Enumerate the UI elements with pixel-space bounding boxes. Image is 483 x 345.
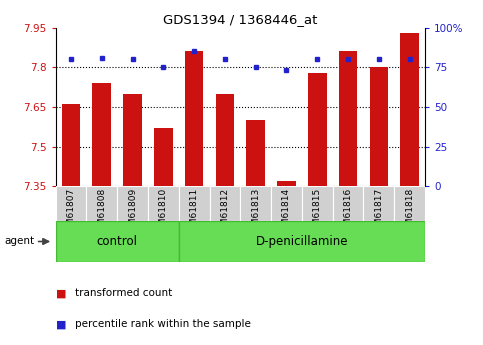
Bar	[302, 186, 333, 221]
Text: GSM61813: GSM61813	[251, 188, 260, 237]
Bar	[185, 51, 203, 186]
Bar	[339, 51, 357, 186]
Bar	[92, 83, 111, 186]
Bar	[277, 181, 296, 186]
Bar	[333, 186, 364, 221]
Bar	[215, 94, 234, 186]
Bar	[369, 67, 388, 186]
Title: GDS1394 / 1368446_at: GDS1394 / 1368446_at	[163, 13, 317, 27]
Text: GSM61809: GSM61809	[128, 188, 137, 237]
Bar	[210, 186, 240, 221]
Bar	[86, 186, 117, 221]
Bar	[246, 120, 265, 186]
Text: GSM61818: GSM61818	[405, 188, 414, 237]
Text: GSM61811: GSM61811	[190, 188, 199, 237]
Text: percentile rank within the sample: percentile rank within the sample	[75, 319, 251, 329]
Bar	[179, 221, 425, 262]
Bar	[308, 72, 327, 186]
Bar	[148, 186, 179, 221]
Text: GSM61807: GSM61807	[67, 188, 75, 237]
Text: GSM61815: GSM61815	[313, 188, 322, 237]
Bar	[400, 33, 419, 186]
Text: GSM61814: GSM61814	[282, 188, 291, 237]
Text: control: control	[97, 235, 138, 248]
Bar	[271, 186, 302, 221]
Bar	[179, 186, 210, 221]
Text: GSM61816: GSM61816	[343, 188, 353, 237]
Bar	[62, 104, 80, 186]
Bar	[56, 186, 86, 221]
Text: ■: ■	[56, 288, 66, 298]
Text: GSM61812: GSM61812	[220, 188, 229, 237]
Bar	[56, 221, 179, 262]
Text: GSM61810: GSM61810	[159, 188, 168, 237]
Text: transformed count: transformed count	[75, 288, 172, 298]
Bar	[394, 186, 425, 221]
Text: GSM61808: GSM61808	[97, 188, 106, 237]
Bar	[117, 186, 148, 221]
Bar	[240, 186, 271, 221]
Bar	[123, 94, 142, 186]
Bar	[154, 128, 172, 186]
Text: ■: ■	[56, 319, 66, 329]
Text: D-penicillamine: D-penicillamine	[256, 235, 348, 248]
Text: GSM61817: GSM61817	[374, 188, 384, 237]
Bar	[364, 186, 394, 221]
Text: agent: agent	[5, 237, 35, 246]
